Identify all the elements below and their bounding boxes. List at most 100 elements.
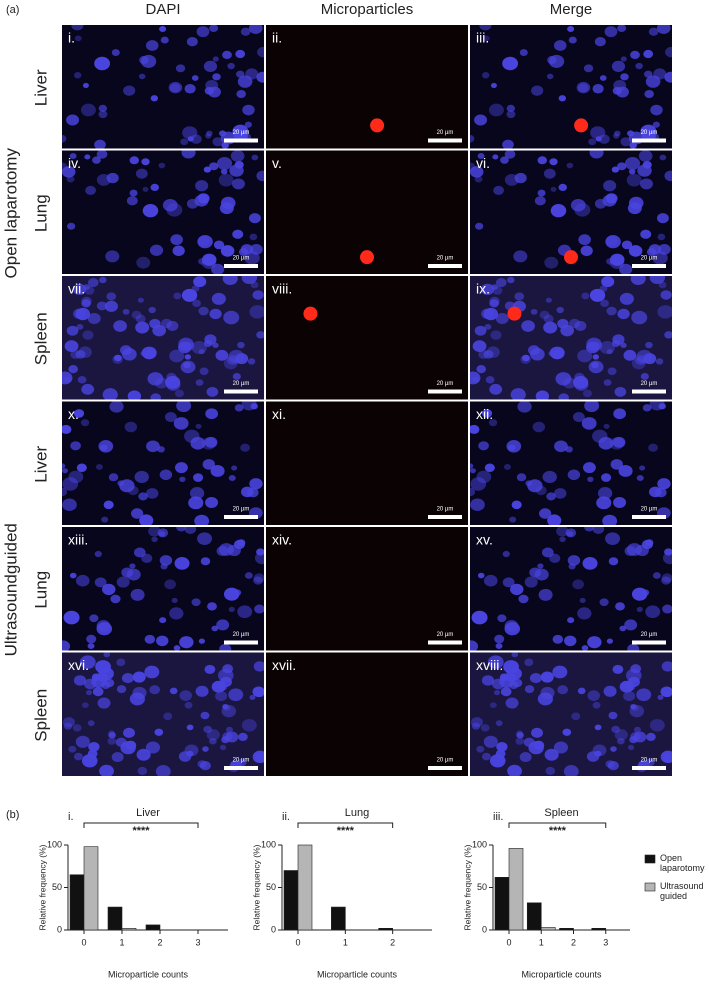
nucleus bbox=[257, 46, 264, 58]
nucleus bbox=[232, 373, 241, 380]
nucleus bbox=[527, 479, 543, 493]
nucleus bbox=[82, 330, 94, 340]
nucleus bbox=[567, 617, 575, 624]
panel-label: (b) bbox=[6, 809, 19, 821]
nucleus bbox=[605, 236, 618, 247]
nucleus bbox=[150, 183, 160, 192]
nucleus bbox=[206, 386, 219, 397]
nucleus bbox=[84, 678, 97, 690]
bar bbox=[297, 844, 313, 931]
chart-panel: i. bbox=[68, 811, 74, 823]
nucleus bbox=[212, 137, 224, 147]
nucleus bbox=[470, 371, 481, 385]
nucleus bbox=[99, 764, 114, 776]
nucleus bbox=[240, 27, 251, 36]
panel-number: ix. bbox=[476, 281, 490, 297]
nucleus bbox=[179, 690, 192, 701]
nucleus bbox=[73, 409, 85, 418]
nucleus bbox=[179, 636, 194, 649]
nucleus bbox=[636, 688, 652, 702]
nucleus bbox=[221, 142, 229, 149]
nucleus bbox=[66, 325, 79, 336]
nucleus bbox=[537, 156, 547, 165]
nucleus bbox=[648, 443, 658, 452]
nucleus bbox=[630, 276, 646, 285]
nucleus bbox=[218, 173, 234, 187]
nucleus bbox=[640, 178, 653, 190]
nucleus bbox=[661, 661, 672, 672]
nucleus bbox=[96, 301, 108, 311]
nucleus bbox=[163, 712, 173, 721]
bar bbox=[331, 906, 346, 931]
nucleus bbox=[489, 299, 499, 308]
nucleus bbox=[589, 150, 604, 159]
nucleus bbox=[106, 292, 117, 301]
nucleus bbox=[72, 724, 82, 732]
nucleus bbox=[176, 527, 187, 532]
scale-bar bbox=[632, 766, 666, 770]
nucleus bbox=[543, 314, 554, 324]
nucleus bbox=[98, 440, 114, 453]
nucleus bbox=[617, 25, 627, 33]
nucleus bbox=[580, 245, 593, 256]
nucleus bbox=[121, 348, 137, 361]
x-tick-label: 1 bbox=[119, 937, 124, 947]
nucleus bbox=[92, 687, 104, 697]
x-tick-label: 0 bbox=[81, 937, 86, 947]
nucleus bbox=[223, 310, 240, 325]
nucleus bbox=[470, 477, 487, 491]
significance-bracket bbox=[297, 822, 394, 828]
nucleus bbox=[481, 752, 491, 761]
nucleus bbox=[617, 737, 625, 745]
nucleus bbox=[127, 390, 142, 400]
nucleus bbox=[502, 550, 510, 558]
nucleus bbox=[549, 158, 558, 166]
panel-number: xiv. bbox=[272, 532, 292, 548]
nucleus bbox=[145, 741, 161, 754]
scale-bar-label: 20 µm bbox=[641, 632, 658, 638]
nucleus bbox=[205, 133, 212, 139]
y-tick-label: 0 bbox=[271, 924, 276, 934]
nucleus bbox=[69, 153, 77, 159]
nucleus bbox=[135, 168, 148, 179]
x-tick-label: 1 bbox=[343, 937, 348, 947]
nucleus bbox=[655, 358, 664, 365]
nucleus bbox=[191, 598, 201, 607]
bar bbox=[69, 874, 85, 931]
nucleus bbox=[492, 286, 503, 295]
nucleus bbox=[100, 681, 111, 690]
nucleus bbox=[664, 548, 672, 556]
nucleus bbox=[204, 436, 218, 448]
nucleus bbox=[237, 605, 253, 619]
nucleus bbox=[607, 367, 617, 376]
bar bbox=[508, 848, 524, 931]
nucleus bbox=[629, 142, 637, 149]
nucleus bbox=[510, 388, 526, 400]
nucleus bbox=[516, 732, 524, 739]
scale-bar-label: 20 µm bbox=[641, 758, 658, 764]
nucleus bbox=[521, 354, 530, 362]
nucleus bbox=[106, 172, 119, 184]
nucleus bbox=[511, 500, 522, 510]
nucleus bbox=[199, 367, 209, 376]
nucleus bbox=[543, 168, 556, 179]
nucleus bbox=[210, 464, 225, 477]
nucleus bbox=[158, 162, 166, 169]
nucleus bbox=[105, 250, 120, 263]
nucleus bbox=[135, 321, 150, 334]
nucleus bbox=[577, 687, 586, 695]
nucleus bbox=[657, 478, 671, 490]
nucleus bbox=[612, 664, 624, 675]
nucleus bbox=[566, 162, 574, 169]
nucleus bbox=[652, 572, 661, 579]
nucleus bbox=[471, 610, 488, 625]
nucleus bbox=[255, 753, 264, 761]
scale-bar-label: 20 µm bbox=[437, 507, 454, 513]
nucleus bbox=[84, 286, 95, 295]
nucleus bbox=[597, 487, 613, 500]
nucleus bbox=[518, 594, 529, 604]
group-label: Ultrasoundguided bbox=[1, 523, 20, 656]
nucleus bbox=[585, 341, 600, 354]
nucleus bbox=[202, 746, 209, 752]
nucleus bbox=[652, 121, 660, 128]
